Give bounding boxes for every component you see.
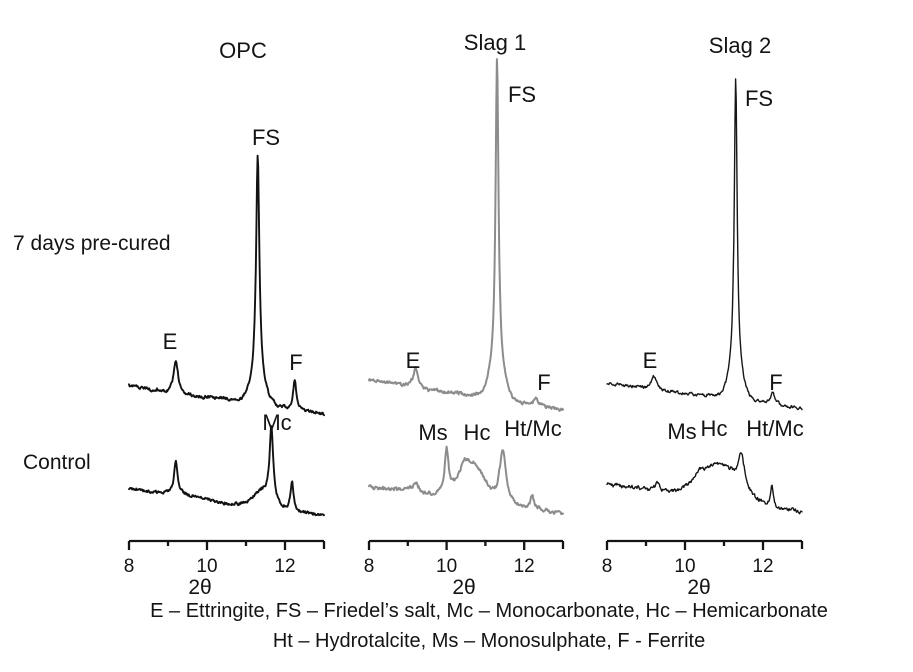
trace-slag-1-control — [368, 445, 564, 515]
x-axis-title-slag-1: 2θ — [452, 576, 476, 599]
x-axis-title-slag-2: 2θ — [687, 576, 711, 599]
peak-label-slag-1-E: E — [405, 348, 421, 373]
peak-label-opc-F: F — [289, 350, 303, 375]
peak-label-slag-1-FS: FS — [507, 82, 537, 107]
tick-label-opc-8: 8 — [123, 556, 135, 577]
peak-label-slag-1-Hc: Hc — [463, 420, 491, 445]
tick-label-slag-2-10: 10 — [674, 556, 696, 577]
x-axis-title-opc: 2θ — [188, 576, 212, 599]
panel-title-opc: OPC — [219, 38, 267, 63]
panel-title-slag-2: Slag 2 — [708, 33, 772, 58]
tick-label-slag-1-8: 8 — [363, 556, 375, 577]
tick-label-slag-2-8: 8 — [601, 556, 613, 577]
panel-title-slag-1: Slag 1 — [463, 30, 527, 55]
tick-label-slag-1-10: 10 — [436, 556, 458, 577]
tick-label-opc-10: 10 — [196, 556, 218, 577]
tick-label-opc-12: 12 — [274, 556, 296, 577]
peak-label-slag-2-F: F — [769, 370, 783, 395]
peak-label-slag-1-Ht-Mc: Ht/Mc — [504, 416, 562, 441]
peak-label-slag-1-Ms: Ms — [418, 420, 448, 445]
peak-label-opc-E: E — [162, 329, 178, 354]
trace-opc-control — [128, 425, 325, 517]
row-label-7days-pre-cured: 7 days pre-cured — [13, 232, 171, 255]
tick-label-slag-1-12: 12 — [513, 556, 535, 577]
peak-label-slag-2-FS: FS — [744, 86, 774, 111]
peak-label-slag-2-E: E — [642, 348, 658, 373]
peak-label-slag-2-Hc: Hc — [700, 416, 728, 441]
trace-slag-1-7-days-pre-cured — [368, 58, 564, 412]
legend-caption-line2: Ht – Hydrotalcite, Ms – Monosulphate, F … — [272, 630, 706, 652]
trace-slag-2-7-days-pre-cured — [606, 78, 803, 411]
legend-caption-line1: E – Ettringite, FS – Friedel’s salt, Mc … — [150, 600, 828, 622]
peak-label-opc-FS: FS — [251, 125, 281, 150]
trace-opc-7-days-pre-cured — [128, 154, 325, 417]
x-axis-opc — [127, 539, 326, 550]
peak-label-slag-2-Ms: Ms — [667, 419, 697, 444]
x-axis-slag-1 — [367, 539, 565, 550]
trace-slag-2-control — [606, 452, 803, 515]
peak-label-opc-Mc: Mc — [262, 410, 292, 435]
x-axis-slag-2 — [605, 539, 804, 550]
tick-label-slag-2-12: 12 — [752, 556, 774, 577]
peak-label-slag-2-Ht-Mc: Ht/Mc — [746, 416, 804, 441]
peak-label-slag-1-F: F — [537, 370, 551, 395]
row-label-control: Control — [23, 451, 91, 474]
